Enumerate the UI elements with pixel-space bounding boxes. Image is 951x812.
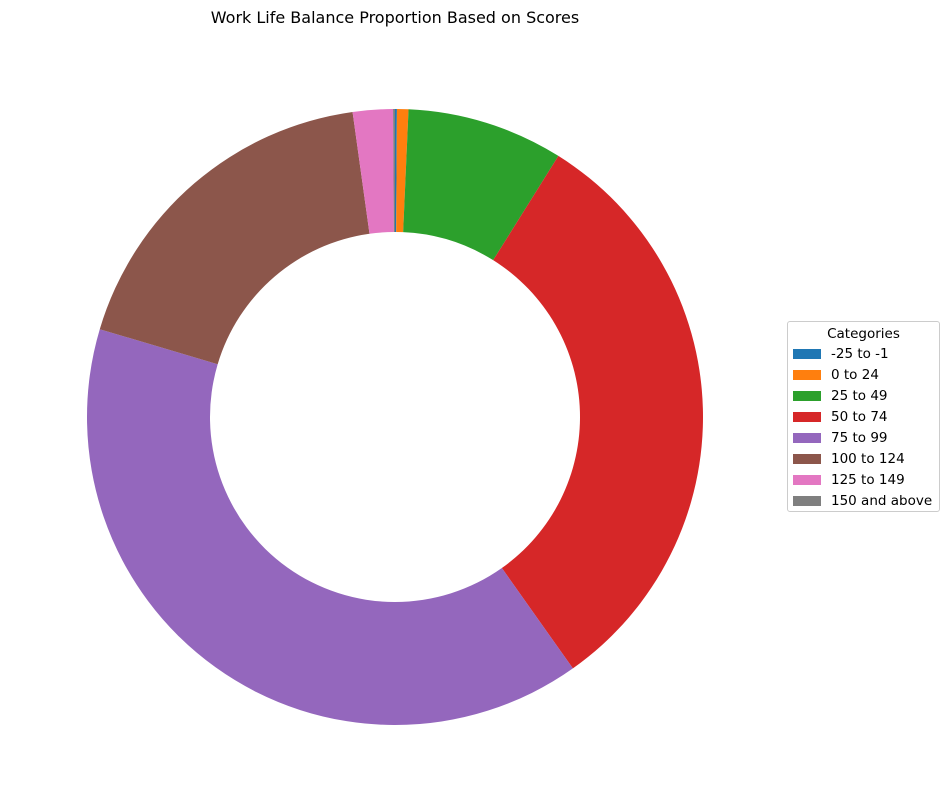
donut-slice-75-to-99	[87, 329, 573, 725]
legend-swatch	[793, 495, 821, 506]
legend-label: 0 to 24	[831, 366, 879, 383]
legend-swatch	[793, 453, 821, 464]
legend-entry: 0 to 24	[788, 364, 939, 385]
legend-label: 75 to 99	[831, 429, 888, 446]
donut-chart	[87, 109, 703, 725]
legend-swatch	[793, 411, 821, 422]
legend-swatch	[793, 390, 821, 401]
donut-slice-25-to-1	[395, 109, 397, 233]
legend: Categories -25 to -1 0 to 24 25 to 49 50 to…	[787, 321, 940, 512]
legend-entry: -25 to -1	[788, 343, 939, 364]
donut-slice-125-to-149	[352, 109, 394, 234]
donut-slice-100-to-124	[99, 111, 370, 365]
donut-slice-50-to-74	[493, 155, 703, 669]
legend-swatch	[793, 432, 821, 443]
legend-label: 125 to 149	[831, 471, 905, 488]
legend-entry: 150 and above	[788, 490, 939, 511]
donut-slice-25-to-49	[403, 109, 559, 261]
legend-swatch	[793, 348, 821, 359]
legend-entry: 75 to 99	[788, 427, 939, 448]
legend-title: Categories	[827, 326, 900, 342]
donut-slice-150-and-above	[393, 109, 395, 233]
legend-entry: 100 to 124	[788, 448, 939, 469]
legend-swatch	[793, 369, 821, 380]
legend-label: 150 and above	[831, 492, 933, 509]
chart-title: Work Life Balance Proportion Based on Sc…	[210, 8, 580, 27]
legend-label: -25 to -1	[831, 345, 889, 362]
legend-label: 50 to 74	[831, 408, 888, 425]
legend-entry: 50 to 74	[788, 406, 939, 427]
legend-swatch	[793, 474, 821, 485]
legend-label: 25 to 49	[831, 387, 888, 404]
legend-entry: 25 to 49	[788, 385, 939, 406]
legend-label: 100 to 124	[831, 450, 905, 467]
donut-slice-0-to-24	[396, 109, 409, 233]
legend-entry: 125 to 149	[788, 469, 939, 490]
legend-entries: -25 to -1 0 to 24 25 to 49 50 to 74 75 to 99…	[788, 343, 939, 511]
